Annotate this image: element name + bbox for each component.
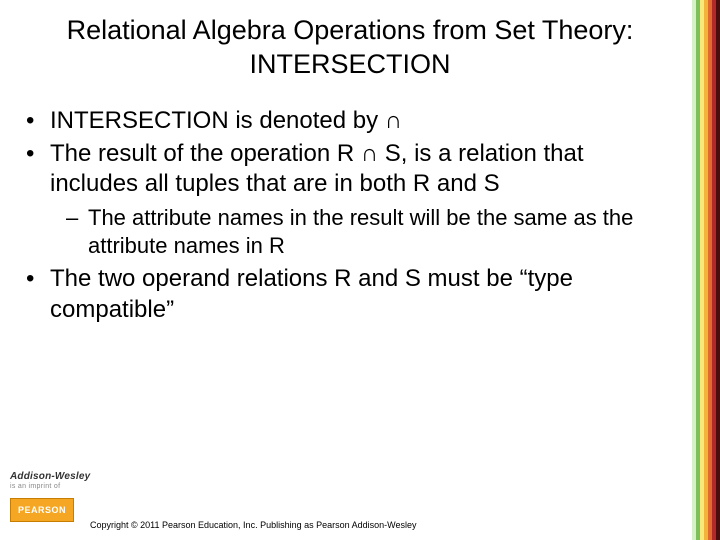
bullet-item: • INTERSECTION is denoted by ∩: [24, 106, 672, 137]
stripe-7: [716, 0, 720, 540]
copyright-text: Copyright © 2011 Pearson Education, Inc.…: [90, 520, 417, 530]
slide-title: Relational Algebra Operations from Set T…: [50, 14, 650, 82]
sub-bullet-item: – The attribute names in the result will…: [66, 204, 672, 260]
bullet-marker: •: [24, 264, 50, 325]
sub-bullet-marker: –: [66, 204, 88, 260]
slide-body: • INTERSECTION is denoted by ∩ • The res…: [24, 106, 672, 328]
bullet-text: The two operand relations R and S must b…: [50, 264, 672, 325]
bullet-item: • The result of the operation R ∩ S, is …: [24, 139, 672, 200]
slide-footer: Addison-Wesley is an imprint of PEARSON …: [0, 468, 720, 540]
bullet-marker: •: [24, 139, 50, 200]
decorative-stripe: [692, 0, 720, 540]
bullet-text: INTERSECTION is denoted by ∩: [50, 106, 672, 137]
imprint-sub: is an imprint of: [10, 483, 90, 490]
bullet-text: The result of the operation R ∩ S, is a …: [50, 139, 672, 200]
sub-bullet-text: The attribute names in the result will b…: [88, 204, 672, 260]
slide: Relational Algebra Operations from Set T…: [0, 0, 720, 540]
pearson-logo: PEARSON: [10, 498, 74, 522]
imprint-name: Addison-Wesley: [10, 472, 90, 483]
bullet-marker: •: [24, 106, 50, 137]
bullet-item: • The two operand relations R and S must…: [24, 264, 672, 325]
imprint-block: Addison-Wesley is an imprint of: [10, 472, 90, 490]
